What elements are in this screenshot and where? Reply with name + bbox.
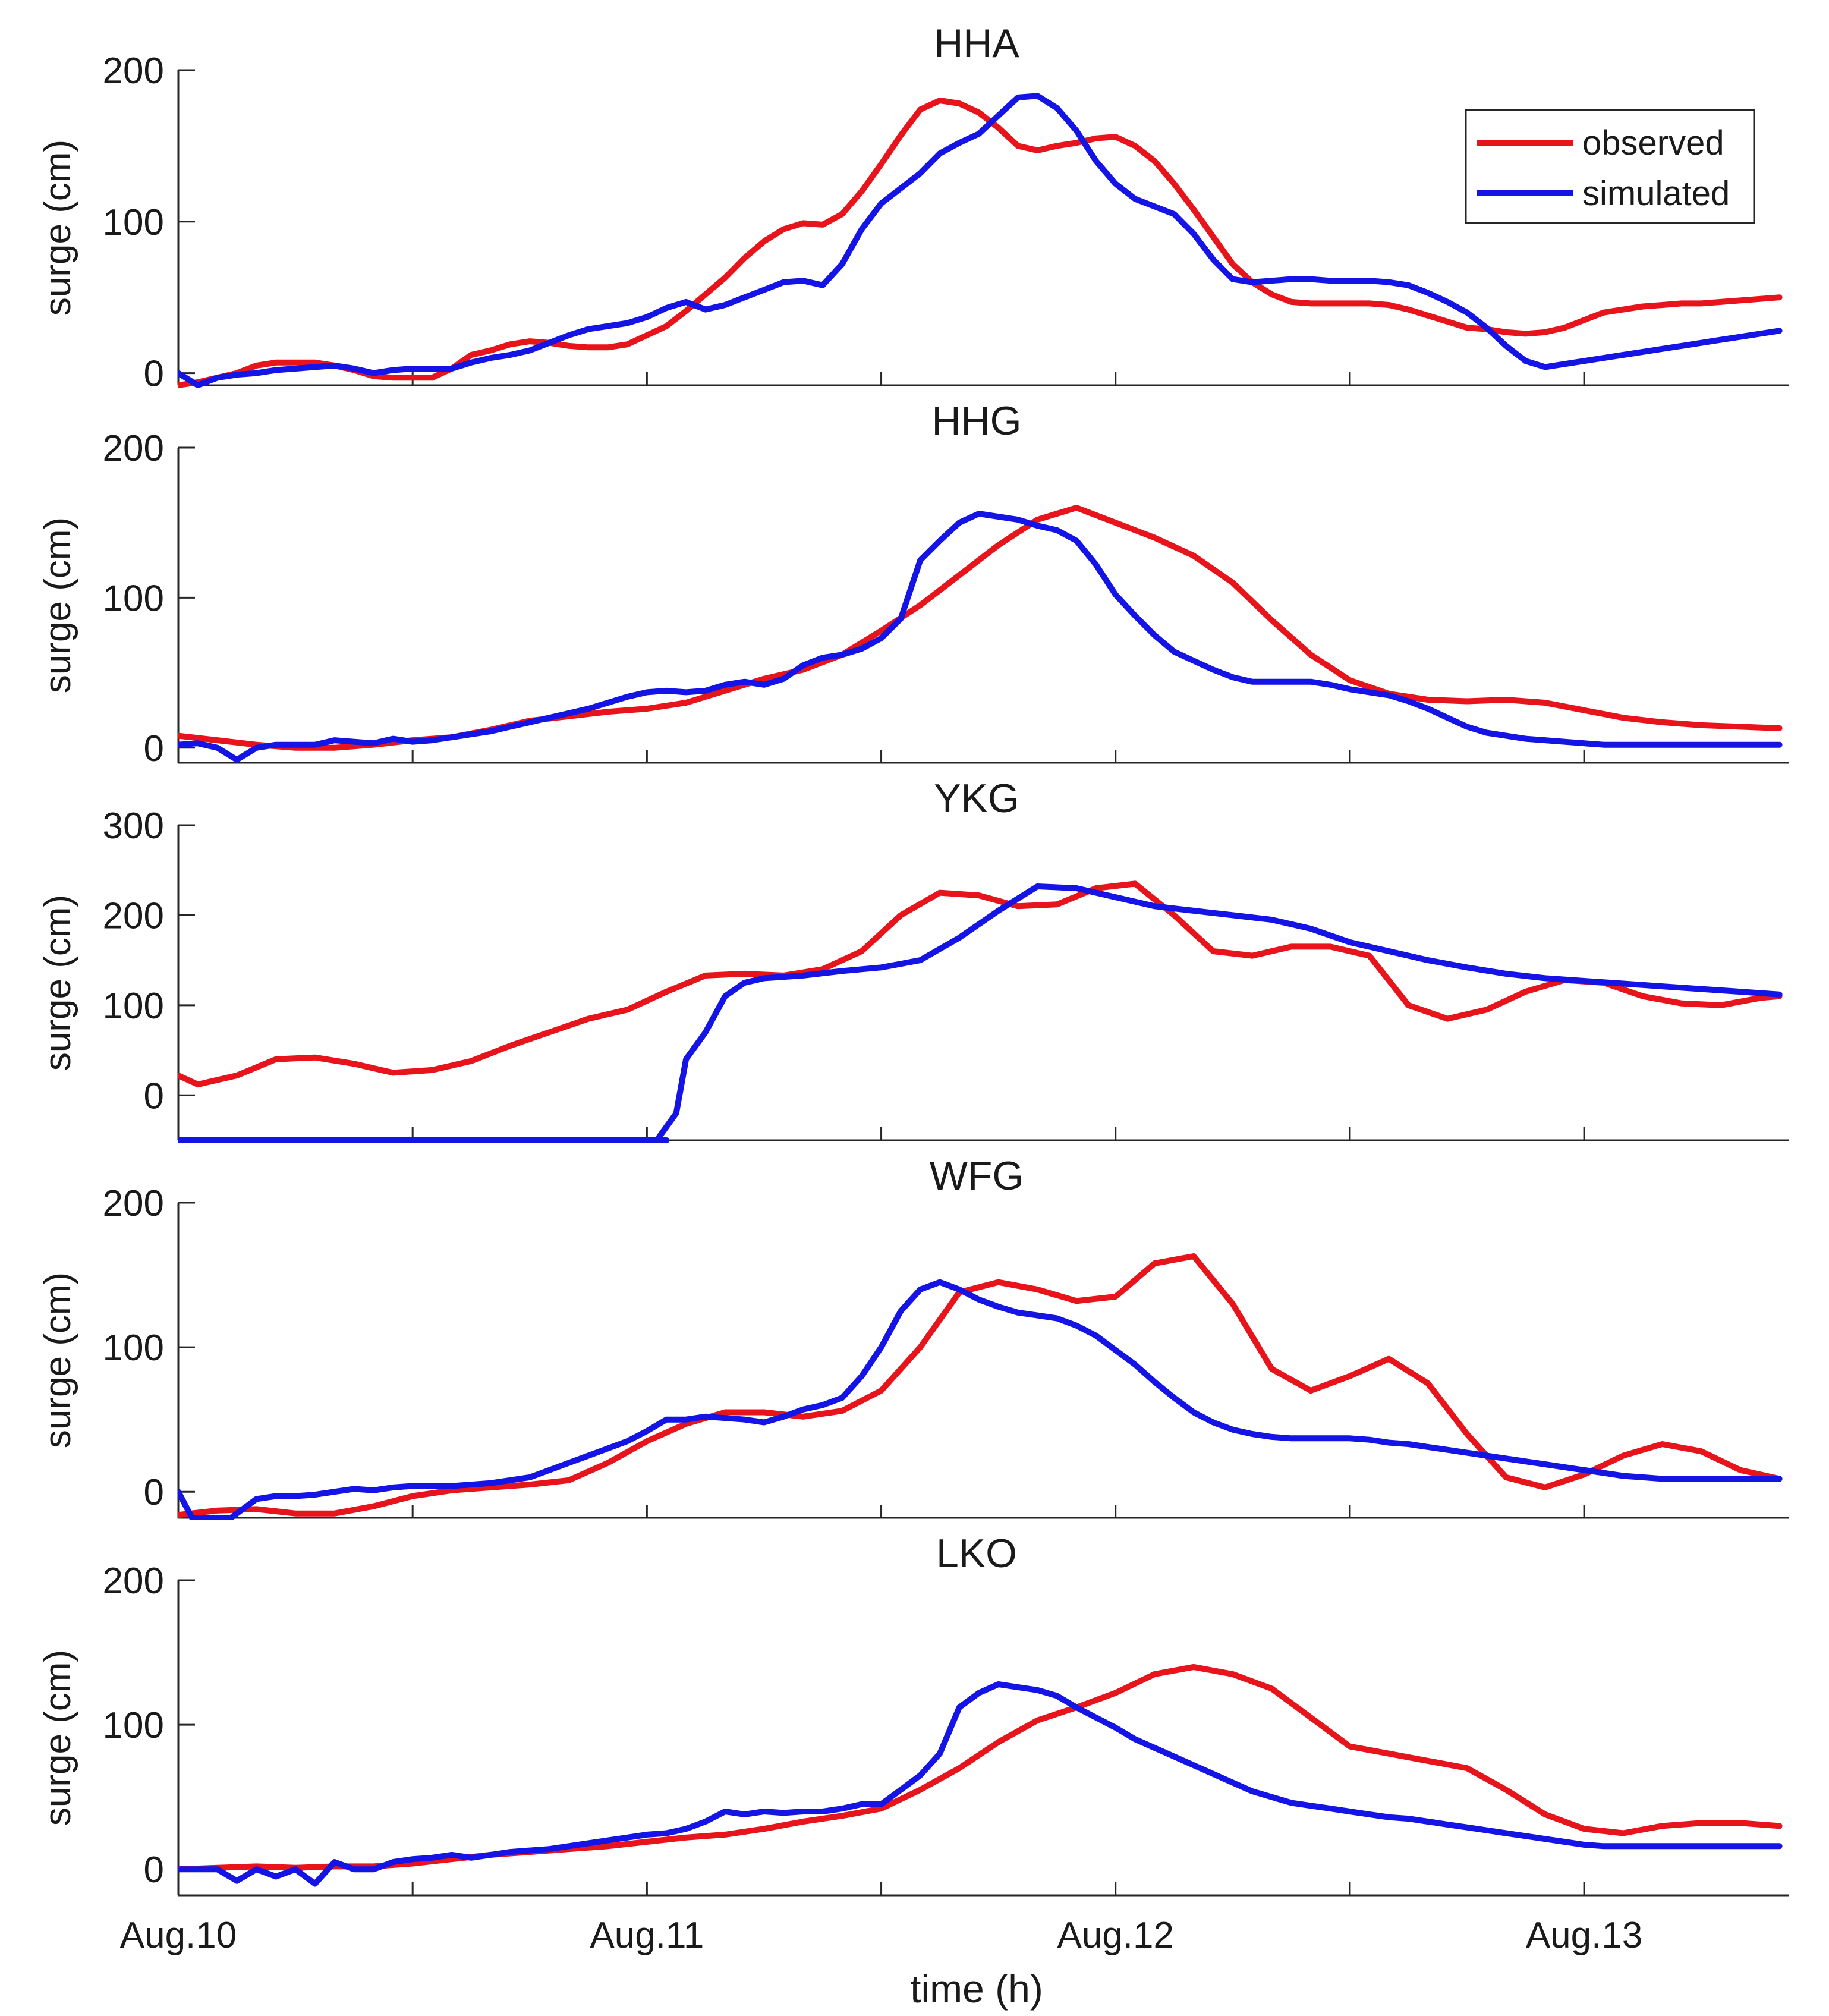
y-tick-label: 200 xyxy=(103,895,164,936)
panel-title: HHG xyxy=(931,398,1021,444)
y-tick-label: 100 xyxy=(103,1705,164,1746)
y-tick-label: 300 xyxy=(103,806,164,847)
legend-box xyxy=(1465,109,1755,224)
y-tick-label: 200 xyxy=(103,428,164,469)
panel-wfg: 0 100 200 WFG surge (cm) xyxy=(37,1153,1789,1520)
series-line-observed xyxy=(178,1253,1783,1518)
panel-title: LKO xyxy=(936,1531,1017,1576)
panel-title: WFG xyxy=(930,1153,1024,1199)
x-tick-label: Aug.12 xyxy=(1057,1915,1174,1956)
x-tick-label: Aug.10 xyxy=(120,1915,237,1956)
legend-label-observed: observed xyxy=(1582,124,1724,162)
y-axis-label: surge (cm) xyxy=(37,1650,78,1826)
y-axis-label: surge (cm) xyxy=(37,517,78,693)
y-tick-label: 0 xyxy=(144,1472,164,1513)
y-axis-label: surge (cm) xyxy=(37,895,78,1071)
y-axis-label: surge (cm) xyxy=(37,140,78,316)
series-line-simulated xyxy=(178,1681,1783,1887)
panel-ykg: 0 100 200 300 YKG surge (cm) xyxy=(37,776,1789,1143)
series-line-simulated xyxy=(178,883,1783,1143)
legend-label-simulated: simulated xyxy=(1582,174,1730,213)
series-line-simulated xyxy=(178,511,1783,763)
y-tick-label: 100 xyxy=(103,1328,164,1369)
series-line-observed xyxy=(178,880,1783,1088)
series-line-observed xyxy=(178,1663,1783,1873)
y-tick-label: 0 xyxy=(144,1075,164,1116)
y-tick-label: 0 xyxy=(144,354,164,395)
legend: observed simulated xyxy=(1465,109,1755,224)
panel-hha: 0 100 200 HHA surge (cm) observed simulated xyxy=(37,21,1789,395)
panel-title: YKG xyxy=(934,776,1019,821)
panel-hhg: 0 100 200 HHG surge (cm) xyxy=(37,398,1789,769)
y-tick-label: 100 xyxy=(103,986,164,1027)
series-line-simulated xyxy=(178,93,1783,388)
x-tick-label: Aug.11 xyxy=(590,1915,704,1956)
y-axis-label: surge (cm) xyxy=(37,1272,78,1448)
y-tick-label: 100 xyxy=(103,578,164,619)
y-tick-label: 200 xyxy=(103,1183,164,1224)
y-tick-label: 200 xyxy=(103,1561,164,1602)
y-tick-label: 0 xyxy=(144,1850,164,1891)
x-axis-label: time (h) xyxy=(910,1967,1043,2011)
panel-title: HHA xyxy=(934,21,1019,66)
y-tick-label: 100 xyxy=(103,202,164,243)
y-tick-label: 200 xyxy=(103,51,164,92)
y-tick-label: 0 xyxy=(144,728,164,769)
x-tick-label: Aug.13 xyxy=(1526,1915,1643,1956)
panel-lko: 0 100 200 LKO surge (cm) Aug.10 Aug.11 Aug.12 Au… xyxy=(37,1531,1789,2011)
series-line-simulated xyxy=(178,1279,1783,1520)
series-line-observed xyxy=(178,98,1783,388)
